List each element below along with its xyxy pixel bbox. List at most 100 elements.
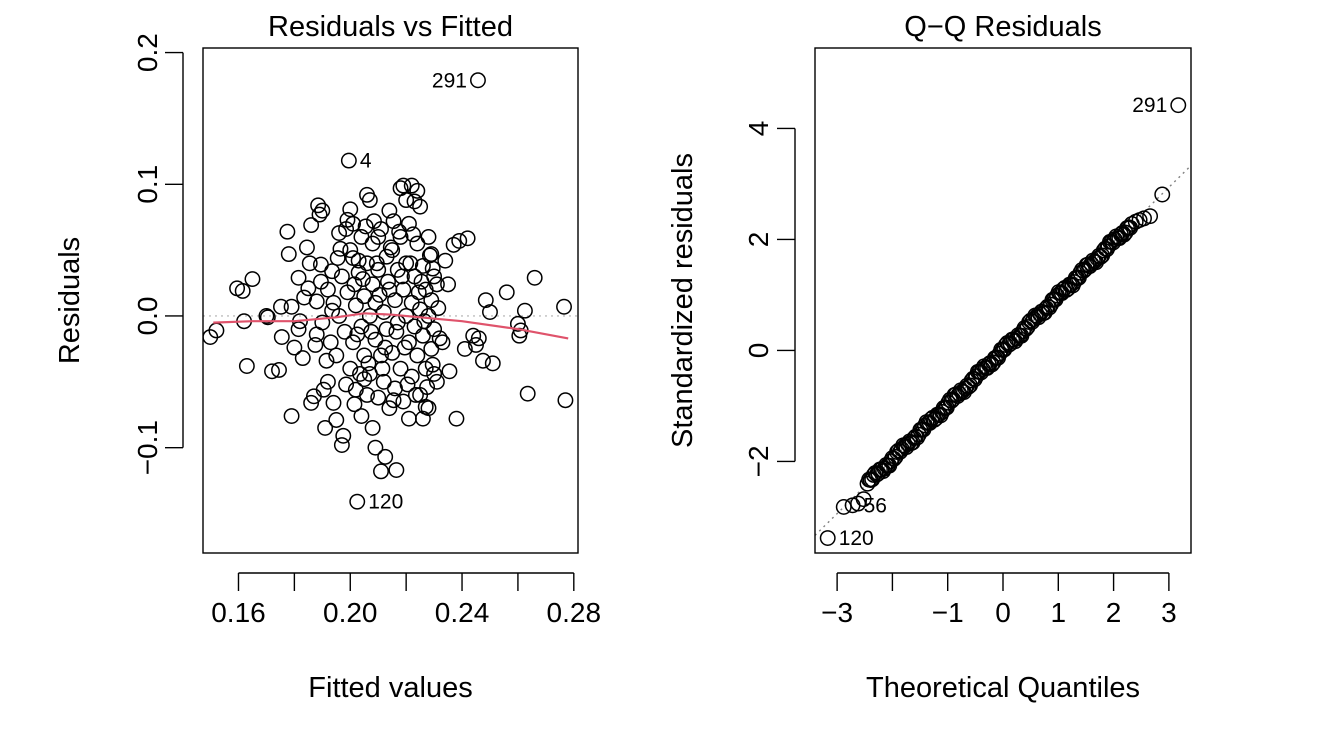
x-axis-label: Theoretical Quantiles xyxy=(866,672,1140,704)
data-point xyxy=(519,385,536,402)
data-point xyxy=(417,360,434,377)
data-point xyxy=(349,493,366,510)
x-tick-label: 0 xyxy=(995,597,1011,628)
data-point xyxy=(317,419,334,436)
data-point xyxy=(356,371,373,388)
data-point xyxy=(381,202,398,219)
data-point xyxy=(324,263,341,280)
data-point xyxy=(416,313,433,330)
data-point xyxy=(430,300,447,317)
data-point xyxy=(385,392,402,409)
loess-smooth-line xyxy=(213,312,569,340)
data-point xyxy=(498,284,515,301)
data-point xyxy=(516,302,533,319)
data-point xyxy=(238,358,255,374)
x-axis-label: Fitted values xyxy=(308,672,472,704)
x-tick-label: −1 xyxy=(932,597,964,628)
data-point xyxy=(342,360,359,377)
data-point xyxy=(307,336,324,353)
data-point xyxy=(394,268,410,285)
y-tick-label: −0.1 xyxy=(132,420,163,475)
data-point xyxy=(437,252,454,269)
data-point xyxy=(314,202,331,219)
data-point xyxy=(431,330,448,347)
y-tick-label: 0 xyxy=(743,343,774,359)
data-point xyxy=(484,355,501,372)
data-point xyxy=(428,373,445,390)
data-point xyxy=(398,192,415,209)
data-point xyxy=(420,400,437,417)
data-point xyxy=(1089,250,1106,267)
data-point xyxy=(273,329,290,345)
data-point xyxy=(345,250,362,266)
y-axis-label: Standardized residuals xyxy=(667,153,699,448)
qq-reference-line xyxy=(815,165,1191,536)
data-point xyxy=(325,294,342,311)
data-point xyxy=(371,286,388,303)
data-point xyxy=(325,394,342,411)
data-point xyxy=(310,197,327,214)
data-point xyxy=(258,308,275,324)
data-point xyxy=(374,360,391,377)
data-point xyxy=(400,334,417,351)
data-point xyxy=(271,362,287,378)
data-point xyxy=(259,309,276,326)
point-id-label: 291 xyxy=(1132,94,1167,117)
data-point xyxy=(315,381,332,398)
data-point xyxy=(855,491,872,508)
data-point xyxy=(375,304,392,320)
data-point xyxy=(363,323,380,340)
y-tick-label: 2 xyxy=(743,232,774,248)
point-id-label: 56 xyxy=(864,494,887,517)
data-point xyxy=(475,352,491,369)
data-point xyxy=(335,427,352,444)
plot-frame xyxy=(814,47,1192,554)
data-point xyxy=(1154,186,1171,203)
plot-frame xyxy=(202,47,579,554)
data-point xyxy=(353,318,370,335)
x-tick-label: 3 xyxy=(1161,597,1177,628)
data-point xyxy=(360,355,377,372)
data-point xyxy=(370,261,387,278)
x-tick-label: 0.28 xyxy=(547,597,602,628)
data-point xyxy=(283,298,300,315)
data-point xyxy=(391,223,408,240)
data-point xyxy=(364,419,381,436)
data-point xyxy=(336,323,353,340)
data-point xyxy=(346,276,363,293)
data-point xyxy=(406,193,423,210)
data-point xyxy=(426,321,443,338)
data-point xyxy=(396,339,413,356)
point-id-label: 120 xyxy=(839,527,874,550)
x-tick-label: 2 xyxy=(1106,597,1122,628)
data-point xyxy=(294,350,311,367)
data-point xyxy=(470,72,486,89)
data-point xyxy=(440,276,457,293)
data-point xyxy=(400,215,417,232)
data-point xyxy=(420,308,437,324)
x-tick-label: 0.20 xyxy=(323,597,378,628)
data-point xyxy=(403,368,420,385)
data-point xyxy=(366,213,382,230)
data-point xyxy=(526,269,543,286)
data-point xyxy=(409,347,426,364)
data-point xyxy=(413,273,430,290)
point-id-label: 291 xyxy=(432,69,467,92)
data-point xyxy=(328,347,345,364)
data-point xyxy=(340,152,357,169)
data-point xyxy=(283,408,300,425)
data-point xyxy=(370,389,387,406)
data-point xyxy=(367,439,384,456)
data-point xyxy=(448,410,465,427)
data-point xyxy=(459,230,476,247)
y-tick-label: 4 xyxy=(743,121,774,137)
data-point xyxy=(364,235,381,252)
data-point xyxy=(451,232,468,249)
data-point xyxy=(482,304,498,320)
y-tick-label: 0.0 xyxy=(132,297,163,336)
data-point xyxy=(819,530,836,546)
data-point xyxy=(234,283,251,299)
data-point xyxy=(298,239,315,256)
data-point xyxy=(403,177,420,194)
y-tick-label: 0.1 xyxy=(132,165,163,204)
